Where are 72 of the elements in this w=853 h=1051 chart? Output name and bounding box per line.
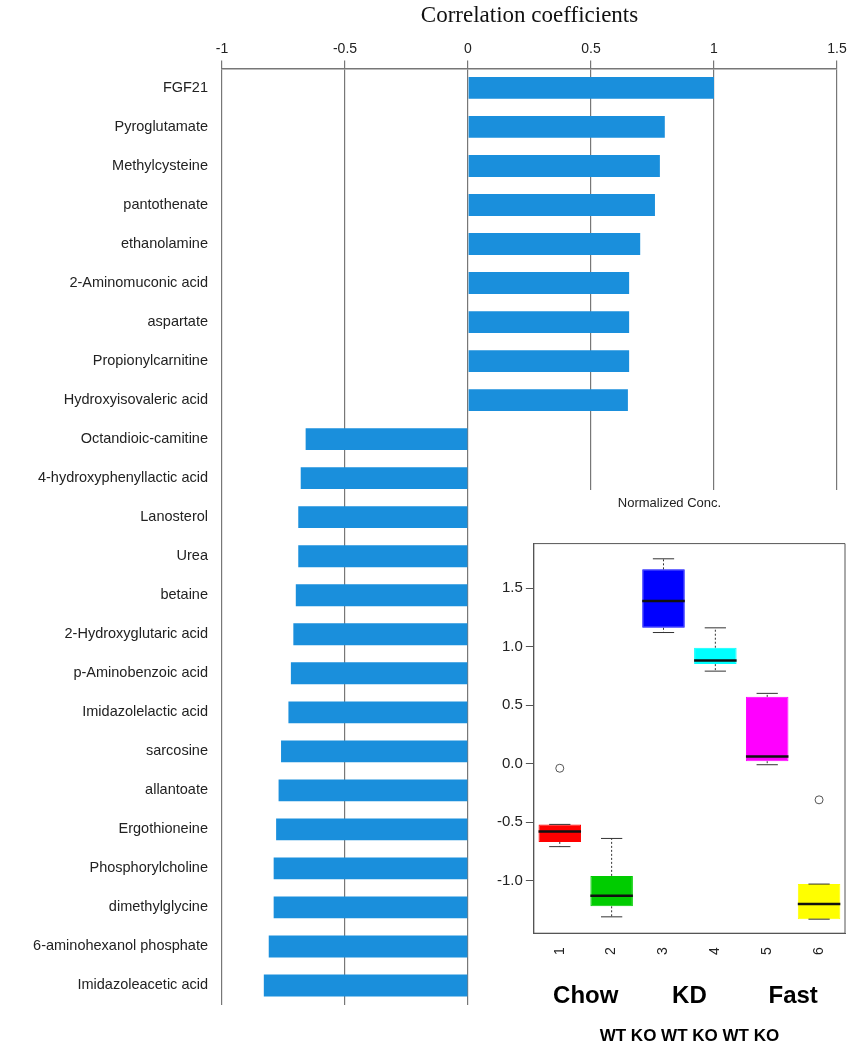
bar [468, 76, 714, 99]
y-tick-label: Lanosterol [140, 508, 208, 525]
y-tick-label: Urea [176, 547, 209, 564]
x-tick-label: 1.5 [827, 39, 847, 56]
bar [468, 194, 655, 216]
y-tick-label: Imidazolelactic acid [82, 703, 208, 720]
y-tick-label: 2-Aminomuconic acid [69, 274, 208, 291]
y-tick-label: Pyroglutamate [114, 117, 208, 134]
x-tick-label: 0.5 [581, 39, 601, 56]
x-tick-label: -0.5 [332, 39, 358, 56]
y-tick-label: allantoate [145, 781, 208, 798]
y-tick-label: Methylcysteine [112, 156, 208, 173]
y-tick-label: -0.5 [496, 812, 523, 830]
y-tick-label: 1.5 [501, 578, 523, 596]
y-tick-label: 6-aminohexanol phosphate [33, 937, 208, 954]
x-tick-label: 2 [602, 947, 619, 956]
x-tick-label: 3 [654, 947, 671, 956]
y-tick-label: 1.0 [501, 636, 523, 654]
chart-title: Normalized Conc. [617, 495, 722, 511]
y-tick-label: dimethylglycine [108, 898, 208, 915]
bar [298, 545, 468, 568]
x-axis-title: Correlation coefficients [420, 1, 639, 27]
x-tick-label: -1 [215, 39, 229, 56]
x-tick-label: 0 [464, 39, 473, 56]
y-tick-label: Phosphorylcholine [89, 859, 208, 876]
bar [288, 701, 468, 724]
text: WT KO WT KO WT KO [599, 1026, 780, 1045]
y-tick-label: Octandioic-camitine [80, 430, 208, 447]
x-tick-label: 5 [758, 947, 775, 956]
y-tick-label: sarcosine [145, 742, 208, 759]
bar [468, 155, 660, 177]
bar [290, 662, 468, 685]
bar [295, 584, 468, 607]
bar [468, 389, 628, 412]
annotation: Chow [553, 981, 619, 1008]
y-tick-label: Hydroxyisovaleric acid [63, 391, 208, 408]
y-tick-label: Propionylcarnitine [92, 352, 208, 369]
bar [276, 818, 468, 841]
bar [305, 428, 468, 451]
y-tick-label: Imidazoleacetic acid [77, 976, 208, 993]
x-tick-label: 1 [710, 39, 719, 56]
bar [273, 896, 468, 919]
y-tick-label: Ergothioneine [118, 820, 208, 837]
y-tick-label: p-Aminobenzoic acid [73, 664, 208, 681]
y-tick-label: 0.0 [501, 753, 523, 771]
y-tick-label: 0.5 [501, 695, 523, 713]
bar [300, 467, 468, 490]
bar [468, 272, 630, 294]
bar [298, 506, 468, 529]
y-tick-label: aspartate [147, 313, 208, 330]
y-tick-label: -1.0 [496, 870, 523, 888]
y-tick-label: betaine [160, 586, 208, 603]
bar [293, 623, 468, 646]
y-tick-label: pantothenate [123, 195, 208, 212]
bar [268, 935, 468, 958]
bar [281, 740, 468, 763]
y-tick-label: FGF21 [162, 78, 208, 95]
y-tick-label: 4-hydroxyphenyllactic acid [37, 469, 208, 486]
bar [278, 779, 468, 802]
bar [468, 350, 630, 373]
bar [468, 116, 665, 138]
bar [273, 857, 468, 880]
bar [468, 233, 641, 255]
x-tick-label: 4 [706, 947, 723, 956]
annotation: KD [672, 981, 707, 1008]
y-tick-label: ethanolamine [120, 235, 208, 252]
y-tick-label: 2-Hydroxyglutaric acid [64, 625, 208, 642]
bar [468, 311, 630, 333]
x-tick-label: 1 [550, 947, 567, 956]
bar [263, 974, 468, 997]
annotation: Fast [768, 981, 818, 1008]
x-tick-label: 6 [809, 947, 826, 956]
